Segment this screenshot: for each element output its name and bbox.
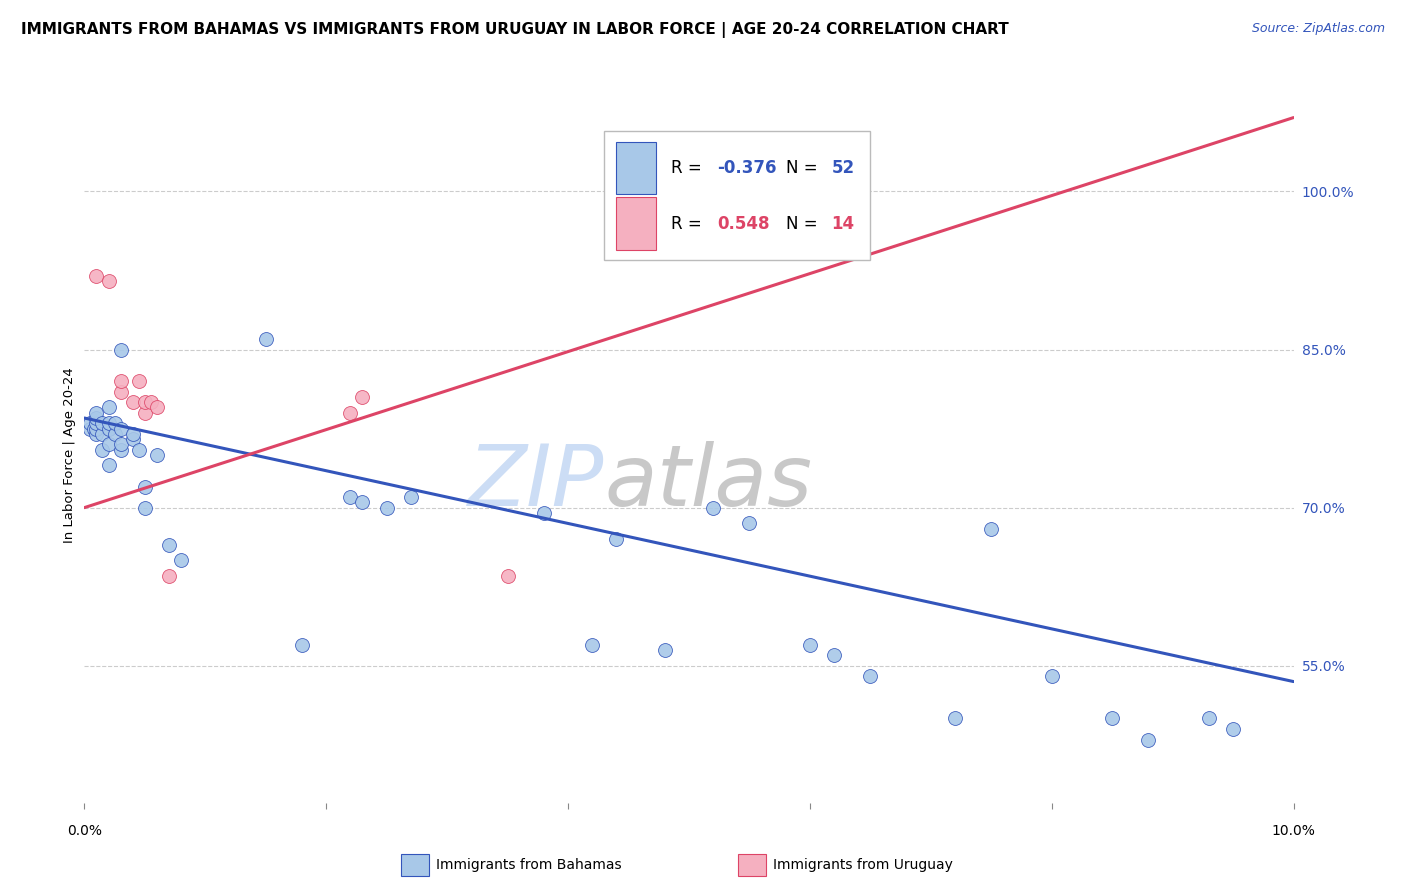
Point [1137,732,1160,747]
Point [146,448,169,462]
Point [799,638,821,652]
Point [83,421,105,435]
Point [702,500,724,515]
Point [86,406,108,420]
Point [823,648,845,663]
Point [97,437,120,451]
Point [110,343,132,357]
Text: IMMIGRANTS FROM BAHAMAS VS IMMIGRANTS FROM URUGUAY IN LABOR FORCE | AGE 20-24 CO: IMMIGRANTS FROM BAHAMAS VS IMMIGRANTS FR… [21,22,1010,38]
Point [79,421,101,435]
Point [339,406,361,420]
Point [605,533,627,547]
Point [110,442,132,457]
Text: 10.0%: 10.0% [1271,824,1316,838]
Point [86,268,108,283]
Point [139,395,162,409]
Point [121,426,143,441]
Point [399,490,422,504]
Point [157,537,180,551]
Point [110,437,132,451]
Point [79,417,101,431]
Point [496,569,519,583]
Point [254,332,277,346]
Point [654,643,676,657]
Point [352,390,374,404]
Point [86,417,108,431]
Text: Source: ZipAtlas.com: Source: ZipAtlas.com [1251,22,1385,36]
Point [128,442,150,457]
Point [86,421,108,435]
Point [110,421,132,435]
Point [86,411,108,425]
Point [134,479,156,493]
Point [128,374,150,388]
Point [375,500,398,515]
Point [134,500,156,515]
Point [859,669,882,683]
Point [533,506,555,520]
Point [339,490,361,504]
Point [97,401,120,415]
Point [104,417,127,431]
Text: 0.548: 0.548 [717,215,769,233]
Point [91,442,114,457]
Point [352,495,374,509]
Point [1040,669,1063,683]
Point [738,516,761,531]
Point [86,426,108,441]
Text: 52: 52 [831,159,855,177]
Point [134,395,156,409]
Point [134,406,156,420]
Point [121,432,143,446]
Point [97,421,120,435]
Text: N =: N = [786,215,823,233]
Text: N =: N = [786,159,823,177]
Point [291,638,314,652]
Text: ZIP: ZIP [468,442,605,524]
Point [110,374,132,388]
Point [121,395,143,409]
Point [1198,711,1220,725]
Text: R =: R = [671,215,711,233]
Point [980,522,1002,536]
Point [170,553,193,567]
Y-axis label: In Labor Force | Age 20-24: In Labor Force | Age 20-24 [63,367,76,543]
Text: Immigrants from Uruguay: Immigrants from Uruguay [773,858,953,872]
Point [943,711,966,725]
Point [104,426,127,441]
Point [91,426,114,441]
FancyBboxPatch shape [605,131,870,260]
Point [97,458,120,473]
Text: -0.376: -0.376 [717,159,776,177]
Point [91,417,114,431]
Point [146,401,169,415]
FancyBboxPatch shape [616,197,657,250]
Text: 14: 14 [831,215,855,233]
Point [110,384,132,399]
Point [157,569,180,583]
Point [1101,711,1123,725]
FancyBboxPatch shape [616,142,657,194]
Point [1222,722,1244,736]
Text: Immigrants from Bahamas: Immigrants from Bahamas [436,858,621,872]
Point [581,638,603,652]
Text: atlas: atlas [605,442,813,524]
Text: R =: R = [671,159,707,177]
Text: 0.0%: 0.0% [67,824,101,838]
Point [97,417,120,431]
Point [97,274,120,288]
